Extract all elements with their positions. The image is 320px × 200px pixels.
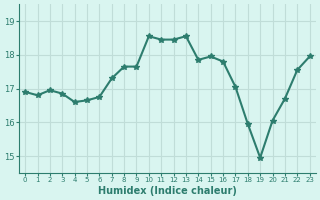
X-axis label: Humidex (Indice chaleur): Humidex (Indice chaleur): [98, 186, 237, 196]
